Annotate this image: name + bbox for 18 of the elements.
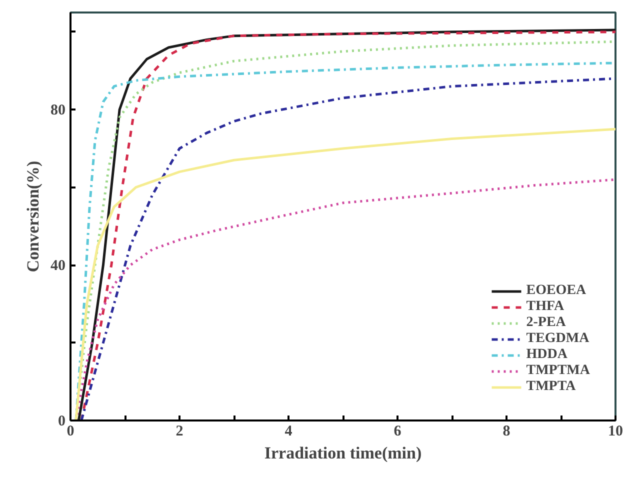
legend-label: TMPTMA (526, 363, 590, 379)
x-tick-label: 4 (284, 424, 293, 440)
y-tick-label: 0 (58, 414, 66, 430)
legend-label: EOEOEA (526, 283, 586, 299)
x-tick-label: 8 (502, 424, 510, 440)
legend-label: TEGDMA (526, 331, 590, 347)
x-tick-label: 6 (394, 424, 402, 440)
legend-label: HDDA (526, 347, 568, 363)
x-axis-title: Irradiation time(min) (264, 444, 422, 462)
y-axis-title: Conversion(%) (24, 160, 42, 272)
x-tick-label: 10 (608, 424, 623, 440)
y-tick-label: 80 (50, 102, 66, 119)
legend-label: THFA (526, 299, 564, 315)
x-tick-label: 2 (176, 424, 184, 440)
y-tick-label: 40 (50, 258, 66, 274)
legend-label: TMPTA (526, 379, 576, 395)
line-series (74, 128, 616, 420)
legend-label: 2-PEA (526, 315, 566, 331)
